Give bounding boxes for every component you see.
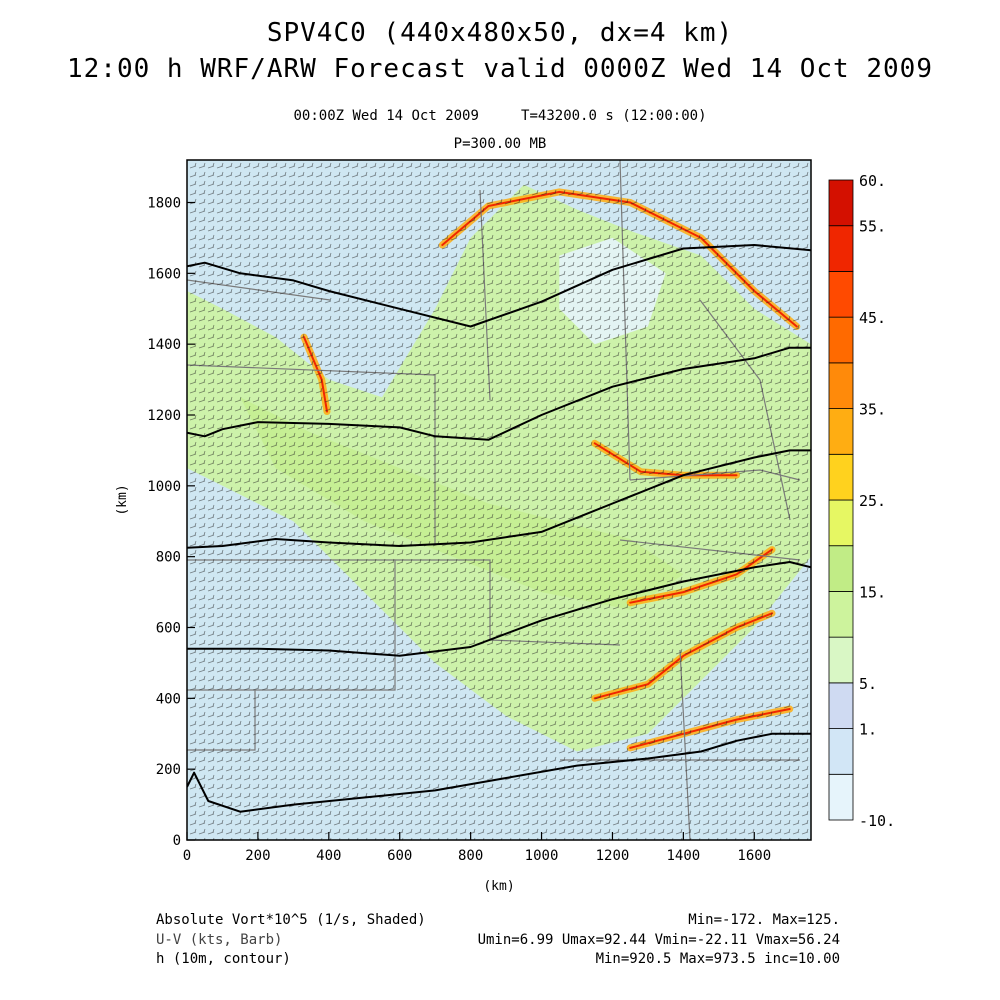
axes: 0 200 400 600 800 1000 1200 1400 1600 0 200 400 600 8…: [147, 196, 771, 865]
colorbar-label: 35.: [859, 401, 886, 419]
colorbar-swatch: [828, 682, 854, 729]
colorbar-swatch: [828, 728, 854, 775]
legend-height: h (10m, contour): [156, 951, 291, 967]
x-axis-label: (km): [483, 879, 514, 894]
colorbar-label: 55.: [859, 218, 886, 236]
colorbar-swatch: [828, 591, 854, 638]
stats-height: Min=920.5 Max=973.5 inc=10.00: [595, 951, 840, 967]
y-tick-label: 800: [156, 550, 181, 566]
y-tick-label: 400: [156, 691, 181, 707]
legend-wind: U-V (kts, Barb): [156, 932, 283, 948]
height-contour: [187, 449, 811, 549]
height-contour: [187, 561, 811, 657]
x-tick-label: 600: [387, 848, 412, 864]
wind-barbs: [187, 160, 811, 840]
colorbar-label: 60.: [859, 172, 886, 190]
colorbar-swatch: [828, 545, 854, 592]
colorbar-swatch: [828, 636, 854, 684]
colorbar-label: 5.: [859, 675, 877, 693]
colorbar-swatch: [828, 271, 854, 318]
height-contour: [187, 732, 811, 813]
height-contours: [187, 244, 811, 813]
y-tick-label: 1200: [147, 408, 181, 424]
height-contour: [187, 244, 811, 328]
y-tick-label: 1000: [147, 479, 181, 495]
height-contour: [187, 346, 811, 441]
y-axis-label: (km): [115, 484, 130, 515]
colorbar-swatch: [828, 773, 854, 821]
stats-vorticity: Min=-172. Max=125.: [688, 912, 840, 928]
colorbar-label: 45.: [859, 309, 886, 327]
colorbar-label: 1.: [859, 721, 877, 739]
x-tick-label: 1200: [596, 848, 630, 864]
pressure-level: P=300.00 MB: [453, 136, 547, 152]
colorbar-label: 25.: [859, 492, 886, 510]
x-tick-label: 1000: [525, 848, 559, 864]
y-tick-label: 0: [173, 833, 181, 849]
colorbar-swatch: [828, 179, 854, 227]
stats-wind: Umin=6.99 Umax=92.44 Vmin=-22.11 Vmax=56…: [477, 932, 840, 948]
x-tick-label: 400: [316, 848, 341, 864]
y-tick-label: 1600: [147, 266, 181, 282]
plot-frame: [186, 159, 812, 841]
colorbar-swatch: [828, 453, 854, 501]
x-tick-label: 800: [458, 848, 483, 864]
colorbar-swatch: [828, 316, 854, 364]
colorbar: 60. 55. 45. 35. 25. 15. 5. 1. -10.: [828, 172, 895, 830]
colorbar-swatch: [828, 499, 854, 547]
y-tick-label: 600: [156, 621, 181, 637]
time-info: 00:00Z Wed 14 Oct 2009 T=43200.0 s (12:0…: [293, 108, 707, 124]
x-tick-label: 1600: [737, 848, 771, 864]
colorbar-label: -10.: [859, 812, 895, 830]
chart-subtitle: 12:00 h WRF/ARW Forecast valid 0000Z Wed…: [67, 54, 933, 84]
chart-title: SPV4C0 (440x480x50, dx=4 km): [266, 18, 734, 48]
colorbar-swatch: [828, 362, 854, 409]
colorbar-swatch: [828, 408, 854, 455]
colorbar-label: 15.: [859, 583, 886, 601]
x-tick-label: 1400: [667, 848, 701, 864]
y-tick-label: 200: [156, 762, 181, 778]
y-tick-label: 1400: [147, 337, 181, 353]
legend-vorticity: Absolute Vort*10^5 (1/s, Shaded): [156, 912, 426, 928]
colorbar-swatch: [828, 225, 854, 272]
y-tick-label: 1800: [147, 196, 181, 212]
x-tick-label: 200: [245, 848, 270, 864]
x-tick-label: 0: [183, 848, 191, 864]
